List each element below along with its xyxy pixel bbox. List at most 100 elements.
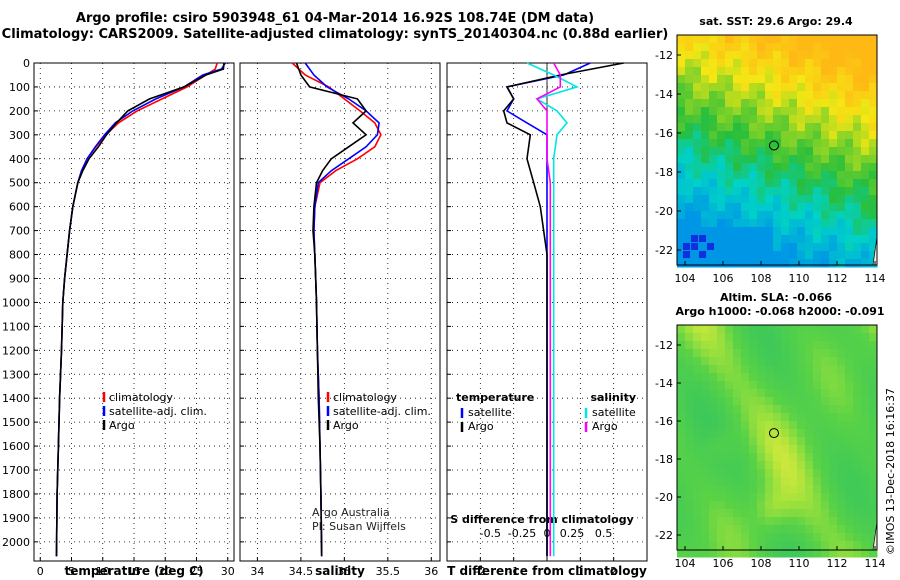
map-cell — [853, 485, 862, 494]
map-cell — [837, 477, 846, 486]
map-cell — [781, 35, 790, 44]
map-cell — [845, 525, 854, 534]
map-cell — [773, 517, 782, 526]
map-cell — [869, 325, 878, 334]
map-cell — [709, 469, 718, 478]
map-cell — [685, 397, 694, 406]
map-cell — [789, 115, 798, 124]
map-cell — [765, 461, 774, 470]
sla-map-title-line1: Altim. SLA: -0.066 — [719, 291, 833, 304]
map-cell — [693, 549, 702, 558]
map-cell — [869, 429, 878, 438]
map-cell — [781, 259, 790, 268]
map-cell — [837, 43, 846, 52]
map-cell — [685, 115, 694, 124]
map-cell — [685, 219, 694, 228]
map-cell — [837, 373, 846, 382]
map-cell — [845, 43, 854, 52]
map-cell — [677, 373, 686, 382]
map-cell — [861, 203, 870, 212]
map-cell — [693, 541, 702, 550]
map-cell — [837, 413, 846, 422]
map-cell — [733, 107, 742, 116]
map-cell — [853, 219, 862, 228]
map-cell — [781, 469, 790, 478]
map-cell — [797, 549, 806, 558]
map-cell — [765, 485, 774, 494]
map-cell — [829, 413, 838, 422]
map-cell — [821, 461, 830, 470]
map-cell — [701, 227, 710, 236]
map-cell — [789, 155, 798, 164]
map-cell — [701, 75, 710, 84]
map-cell — [677, 533, 686, 542]
map-cell — [813, 179, 822, 188]
map-cell — [797, 219, 806, 228]
map-cell — [749, 251, 758, 260]
map-cell — [789, 163, 798, 172]
map-cell — [677, 139, 686, 148]
map-cell — [805, 381, 814, 390]
map-cell — [701, 525, 710, 534]
map-cell — [845, 445, 854, 454]
map-cell — [693, 83, 702, 92]
map-cell — [709, 179, 718, 188]
map-cell — [845, 163, 854, 172]
map-cell — [683, 251, 690, 258]
map-cell — [709, 259, 718, 268]
map-cell — [781, 437, 790, 446]
map-cell — [693, 413, 702, 422]
map-cell — [757, 235, 766, 244]
map-cell — [685, 59, 694, 68]
map-cell — [781, 227, 790, 236]
map-cell — [789, 325, 798, 334]
map-cell — [709, 437, 718, 446]
lat-tick-label: -22 — [655, 244, 673, 257]
map-cell — [709, 203, 718, 212]
map-cell — [813, 187, 822, 196]
map-cell — [853, 83, 862, 92]
map-cell — [693, 35, 702, 44]
map-cell — [813, 437, 822, 446]
map-cell — [861, 35, 870, 44]
map-cell — [725, 211, 734, 220]
map-cell — [725, 413, 734, 422]
map-cell — [861, 525, 870, 534]
map-cell — [741, 493, 750, 502]
map-cell — [845, 75, 854, 84]
map-cell — [685, 429, 694, 438]
map-cell — [749, 203, 758, 212]
map-cell — [725, 421, 734, 430]
map-cell — [733, 381, 742, 390]
map-cell — [741, 517, 750, 526]
map-cell — [813, 235, 822, 244]
map-cell — [869, 107, 878, 116]
map-cell — [725, 549, 734, 558]
map-cell — [733, 373, 742, 382]
map-cell — [789, 219, 798, 228]
map-cell — [845, 211, 854, 220]
map-cell — [733, 251, 742, 260]
map-cell — [693, 67, 702, 76]
map-cell — [701, 203, 710, 212]
map-cell — [797, 341, 806, 350]
map-cell — [773, 163, 782, 172]
map-cell — [757, 179, 766, 188]
map-cell — [805, 131, 814, 140]
map-cell — [773, 349, 782, 358]
map-cell — [741, 211, 750, 220]
map-cell — [701, 357, 710, 366]
map-cell — [813, 115, 822, 124]
map-cell — [853, 389, 862, 398]
map-cell — [861, 155, 870, 164]
series-line — [535, 62, 562, 557]
map-cell — [773, 75, 782, 84]
map-cell — [765, 131, 774, 140]
map-cell — [781, 381, 790, 390]
top-tick-label: -0.25 — [508, 527, 536, 540]
map-cell — [837, 453, 846, 462]
map-cell — [701, 195, 710, 204]
map-cell — [741, 259, 750, 268]
map-cell — [813, 517, 822, 526]
